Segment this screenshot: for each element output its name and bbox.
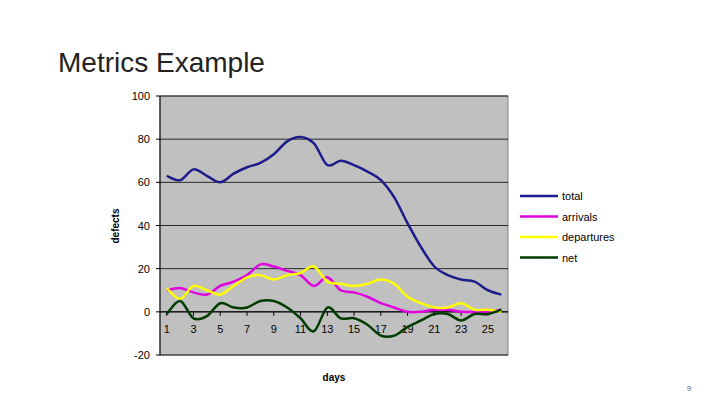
y-tick-label: -20: [134, 349, 150, 361]
x-tick-label: 15: [348, 323, 360, 335]
x-tick: [273, 312, 274, 316]
x-tick: [220, 312, 221, 316]
legend: total arrivals departures net: [518, 184, 615, 270]
slide: Metrics Example-200204060801001357911131…: [0, 0, 720, 405]
series-line: [167, 300, 502, 337]
title: Metrics Example: [58, 47, 265, 78]
x-tick-label: 3: [190, 323, 196, 335]
plot-area: [160, 96, 508, 355]
x-tick-label: 25: [482, 323, 494, 335]
x-axis-label: days: [323, 372, 346, 383]
x-tick: [300, 312, 301, 316]
y-tick: [156, 225, 160, 226]
x-tick-label: 7: [244, 323, 250, 335]
x-tick-label: 9: [271, 323, 277, 335]
y-axis-label: defects: [110, 208, 121, 243]
legend-label: departures: [562, 231, 615, 243]
grid-line: [160, 268, 508, 269]
y-tick: [156, 139, 160, 140]
x-tick: [380, 312, 381, 316]
x-tick: [247, 312, 248, 316]
y-tick-label: 100: [132, 90, 150, 102]
y-axis: [160, 96, 161, 355]
y-tick-label: 40: [138, 220, 150, 232]
y-tick: [156, 311, 160, 312]
legend-label: arrivals: [562, 211, 598, 223]
legend-label: total: [562, 190, 583, 202]
grid-line: [160, 96, 508, 97]
legend-label: net: [562, 252, 577, 264]
x-tick-label: 21: [428, 323, 440, 335]
x-tick: [327, 312, 328, 316]
series-group: [167, 137, 502, 337]
grid-line: [160, 182, 508, 183]
y-tick-label: 0: [144, 306, 150, 318]
series-line: [167, 137, 502, 295]
x-tick-label: 5: [217, 323, 223, 335]
x-tick: [193, 312, 194, 316]
legend-swatch: [520, 256, 558, 259]
grid-line: [160, 225, 508, 226]
legend-swatch: [520, 195, 558, 198]
x-tick-label: 1: [164, 323, 170, 335]
x-tick-label: 23: [455, 323, 467, 335]
y-tick-label: 60: [138, 176, 150, 188]
y-tick: [156, 182, 160, 183]
legend-swatch: [520, 236, 558, 239]
x-tick-label: 13: [321, 323, 333, 335]
slide-number: 9: [687, 384, 692, 393]
x-tick: [354, 312, 355, 316]
legend-box: [518, 184, 614, 270]
y-tick: [156, 355, 160, 356]
y-tick-label: 80: [138, 133, 150, 145]
legend-swatch: [520, 215, 558, 218]
y-tick-label: 20: [138, 263, 150, 275]
y-tick: [156, 268, 160, 269]
grid-line: [160, 355, 508, 356]
y-tick: [156, 96, 160, 97]
grid-line: [160, 139, 508, 140]
